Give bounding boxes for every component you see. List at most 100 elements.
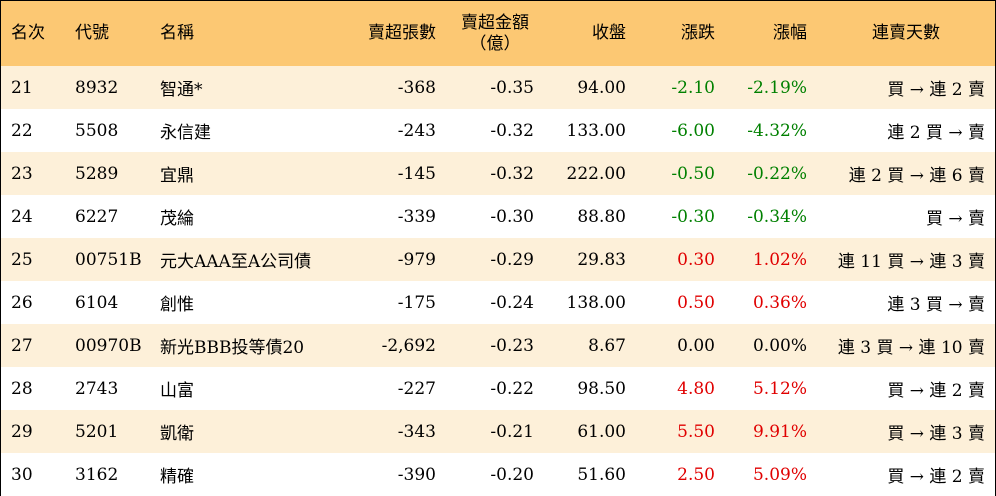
cell-sell-amount: -0.32 [490, 163, 534, 184]
cell-change: 0.50 [677, 292, 715, 313]
table-row[interactable]: 26 6104 創惟 -175 -0.24 138.00 0.50 0.36% 連 3 買 → … [1, 281, 995, 324]
cell-code: 00751B [75, 249, 142, 270]
cell-consec-days: 買 → 連 2 賣 [887, 467, 985, 487]
cell-sell-amount: -0.23 [490, 335, 534, 356]
cell-sell-amount: -0.30 [490, 206, 534, 227]
cell-name: 新光BBB投等債20 [160, 338, 305, 358]
cell-rank: 21 [11, 77, 33, 98]
cell-code: 5289 [75, 163, 119, 184]
cell-close: 51.60 [577, 464, 626, 485]
cell-change: -6.00 [671, 120, 715, 141]
table-row[interactable]: 22 5508 永信建 -243 -0.32 133.00 -6.00 -4.32% 連 2 買… [1, 109, 995, 152]
header-rank: 名次 [11, 23, 45, 43]
cell-code: 3162 [75, 464, 119, 485]
cell-code: 2743 [75, 378, 119, 399]
header-change-pct: 漲幅 [773, 23, 807, 43]
cell-code: 00970B [75, 335, 142, 356]
cell-name: 元大AAA至A公司債 [160, 252, 312, 272]
cell-change: 2.50 [677, 464, 715, 485]
cell-change-pct: 1.02% [752, 249, 807, 270]
table-row[interactable]: 29 5201 凱衛 -343 -0.21 61.00 5.50 9.91% 買 → 連 3 賣 [1, 410, 995, 453]
cell-sell-amount: -0.35 [490, 77, 534, 98]
cell-code: 6104 [75, 292, 119, 313]
cell-sell-shares: -145 [397, 163, 436, 184]
cell-consec-days: 連 3 買 → 賣 [887, 295, 985, 315]
cell-sell-shares: -368 [397, 77, 436, 98]
cell-sell-amount: -0.32 [490, 120, 534, 141]
cell-rank: 30 [11, 464, 33, 485]
cell-close: 138.00 [566, 292, 626, 313]
cell-change-pct: 0.00% [752, 335, 807, 356]
cell-rank: 28 [11, 378, 33, 399]
cell-sell-shares: -175 [397, 292, 436, 313]
cell-sell-amount: -0.21 [490, 421, 534, 442]
cell-name: 精確 [160, 467, 194, 487]
cell-name: 宜鼎 [160, 166, 194, 186]
table-row[interactable]: 21 8932 智通* -368 -0.35 94.00 -2.10 -2.19% 買 → 連 … [1, 66, 995, 109]
cell-rank: 25 [11, 249, 33, 270]
cell-rank: 26 [11, 292, 33, 313]
cell-sell-shares: -227 [397, 378, 436, 399]
cell-sell-shares: -390 [397, 464, 436, 485]
cell-change: 4.80 [677, 378, 715, 399]
table-row[interactable]: 28 2743 山富 -227 -0.22 98.50 4.80 5.12% 買 → 連 2 賣 [1, 367, 995, 410]
cell-name: 創惟 [160, 295, 194, 315]
cell-close: 61.00 [577, 421, 626, 442]
cell-change: 0.30 [677, 249, 715, 270]
cell-consec-days: 連 11 買 → 連 3 賣 [837, 252, 985, 272]
cell-change: -0.30 [671, 206, 715, 227]
header-consec-days: 連賣天數 [872, 23, 940, 43]
table-row[interactable]: 30 3162 精確 -390 -0.20 51.60 2.50 5.09% 買 → 連 2 賣 [1, 453, 995, 496]
cell-change: 5.50 [677, 421, 715, 442]
cell-name: 茂綸 [160, 209, 194, 229]
cell-rank: 22 [11, 120, 33, 141]
header-change: 漲跌 [681, 23, 715, 43]
cell-change-pct: -0.22% [747, 163, 807, 184]
cell-close: 98.50 [577, 378, 626, 399]
cell-rank: 24 [11, 206, 33, 227]
cell-code: 5201 [75, 421, 119, 442]
cell-consec-days: 連 3 買 → 連 10 賣 [837, 338, 985, 358]
cell-change: 0.00 [677, 335, 715, 356]
header-sell-amount: 賣超金額 （億） [446, 1, 544, 66]
cell-change-pct: -2.19% [747, 77, 807, 98]
cell-consec-days: 買 → 連 2 賣 [887, 80, 985, 100]
cell-sell-amount: -0.29 [490, 249, 534, 270]
cell-rank: 23 [11, 163, 33, 184]
cell-close: 222.00 [566, 163, 626, 184]
cell-name: 永信建 [160, 123, 211, 143]
cell-close: 133.00 [566, 120, 626, 141]
cell-sell-shares: -343 [397, 421, 436, 442]
cell-close: 8.67 [588, 335, 626, 356]
cell-sell-shares: -243 [397, 120, 436, 141]
cell-sell-shares: -2,692 [381, 335, 436, 356]
cell-name: 凱衛 [160, 424, 194, 444]
cell-sell-shares: -979 [397, 249, 436, 270]
table-row[interactable]: 25 00751B 元大AAA至A公司債 -979 -0.29 29.83 0.30 1.02… [1, 238, 995, 281]
cell-change-pct: 0.36% [752, 292, 807, 313]
table-row[interactable]: 27 00970B 新光BBB投等債20 -2,692 -0.23 8.67 0.00 0.0… [1, 324, 995, 367]
cell-consec-days: 買 → 連 2 賣 [887, 381, 985, 401]
cell-consec-days: 連 2 買 → 連 6 賣 [848, 166, 985, 186]
header-sell-amount-line1: 賣超金額 [461, 12, 529, 33]
header-close: 收盤 [592, 23, 626, 43]
cell-close: 29.83 [577, 249, 626, 270]
table-body: 21 8932 智通* -368 -0.35 94.00 -2.10 -2.19% 買 → 連 … [1, 66, 995, 496]
cell-close: 88.80 [577, 206, 626, 227]
header-name: 名稱 [160, 23, 194, 43]
table-row[interactable]: 24 6227 茂綸 -339 -0.30 88.80 -0.30 -0.34% 買 → 賣 [1, 195, 995, 238]
cell-change-pct: -4.32% [747, 120, 807, 141]
cell-change-pct: 5.09% [752, 464, 807, 485]
cell-sell-amount: -0.24 [490, 292, 534, 313]
cell-consec-days: 連 2 買 → 賣 [887, 123, 985, 143]
cell-change-pct: 9.91% [752, 421, 807, 442]
cell-consec-days: 買 → 賣 [925, 209, 985, 229]
header-sell-amount-line2: （億） [469, 33, 521, 54]
table-row[interactable]: 23 5289 宜鼎 -145 -0.32 222.00 -0.50 -0.22% 連 2 買 … [1, 152, 995, 195]
cell-consec-days: 買 → 連 3 賣 [887, 424, 985, 444]
cell-code: 6227 [75, 206, 119, 227]
cell-code: 5508 [75, 120, 119, 141]
cell-sell-amount: -0.22 [490, 378, 534, 399]
